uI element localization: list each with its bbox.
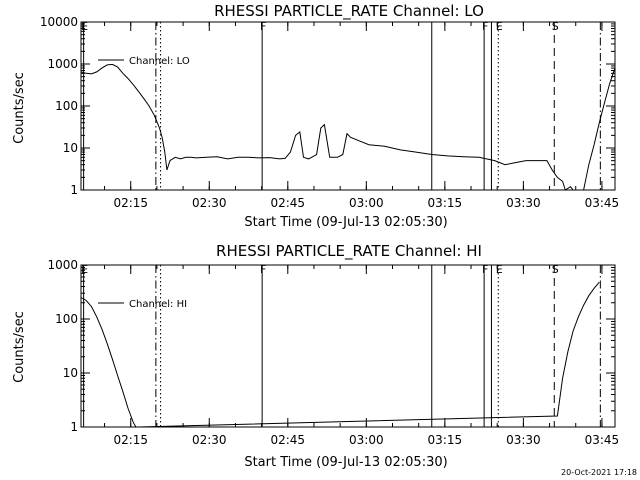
x-axis-label: Start Time (09-Jul-13 02:05:30)	[244, 455, 447, 470]
y-axis-label: Counts/sec	[12, 311, 27, 383]
x-tick-label: 03:00	[349, 433, 384, 447]
y-tick-label: 10	[63, 141, 78, 155]
x-axis-label: Start Time (09-Jul-13 02:05:30)	[244, 215, 447, 230]
axes-frame	[80, 21, 616, 191]
event-mark-label: F	[482, 20, 488, 33]
plot-area: 1 10 100 1000 10000 02:15 02:30 02:45 03:00 03:15…	[40, 15, 619, 210]
series-line	[80, 63, 616, 191]
x-tick-label: 03:45	[585, 433, 620, 447]
event-mark-label: E	[496, 263, 503, 276]
panel-hi: RHESSI PARTICLE_RATE Channel: HI Start T…	[12, 242, 619, 470]
y-axis-label: Counts/sec	[12, 72, 27, 144]
chart-title: RHESSI PARTICLE_RATE Channel: LO	[214, 2, 484, 21]
x-tick-label: 03:30	[506, 433, 541, 447]
event-mark-label: S	[552, 263, 559, 276]
y-tick-label: 1	[70, 183, 78, 197]
x-tick-label: 02:30	[192, 196, 227, 210]
series-line	[80, 281, 600, 428]
x-tick-label: 03:00	[349, 196, 384, 210]
x-tick-label: 03:30	[506, 196, 541, 210]
legend-label: Channel: HI	[129, 299, 187, 310]
x-tick-label: 03:15	[428, 196, 463, 210]
event-mark-label: F	[260, 20, 266, 33]
x-tick-label: 02:15	[113, 196, 148, 210]
panel-lo: RHESSI PARTICLE_RATE Channel: LO Start T…	[12, 2, 619, 230]
y-tick-label: 100	[55, 312, 78, 326]
y-tick-label: 10	[63, 366, 78, 380]
event-mark-label: F	[482, 263, 488, 276]
x-tick-label: 03:15	[428, 433, 463, 447]
event-mark-label: S	[552, 20, 559, 33]
event-mark-label: E	[81, 20, 88, 33]
y-tick-label: 100	[55, 99, 78, 113]
x-tick-label: 02:45	[270, 433, 305, 447]
y-tick-label: 1000	[47, 258, 78, 272]
event-mark-label: E	[496, 20, 503, 33]
event-mark-label: F	[260, 263, 266, 276]
x-tick-label: 02:15	[113, 433, 148, 447]
plot-area: 1 10 100 1000 02:15 02:30 02:45 03:00 03:15 03:30…	[47, 258, 619, 447]
event-mark-label: E	[81, 263, 88, 276]
y-tick-label: 10000	[40, 15, 78, 29]
timestamp: 20-Oct-2021 17:18	[561, 468, 637, 477]
y-tick-label: 1000	[47, 57, 78, 71]
x-tick-label: 02:45	[270, 196, 305, 210]
legend-label: Channel: LO	[129, 56, 190, 67]
y-tick-label: 1	[70, 420, 78, 434]
x-tick-label: 03:45	[585, 196, 620, 210]
chart-title: RHESSI PARTICLE_RATE Channel: HI	[216, 242, 482, 261]
x-tick-label: 02:30	[192, 433, 227, 447]
axes-frame	[80, 264, 616, 428]
